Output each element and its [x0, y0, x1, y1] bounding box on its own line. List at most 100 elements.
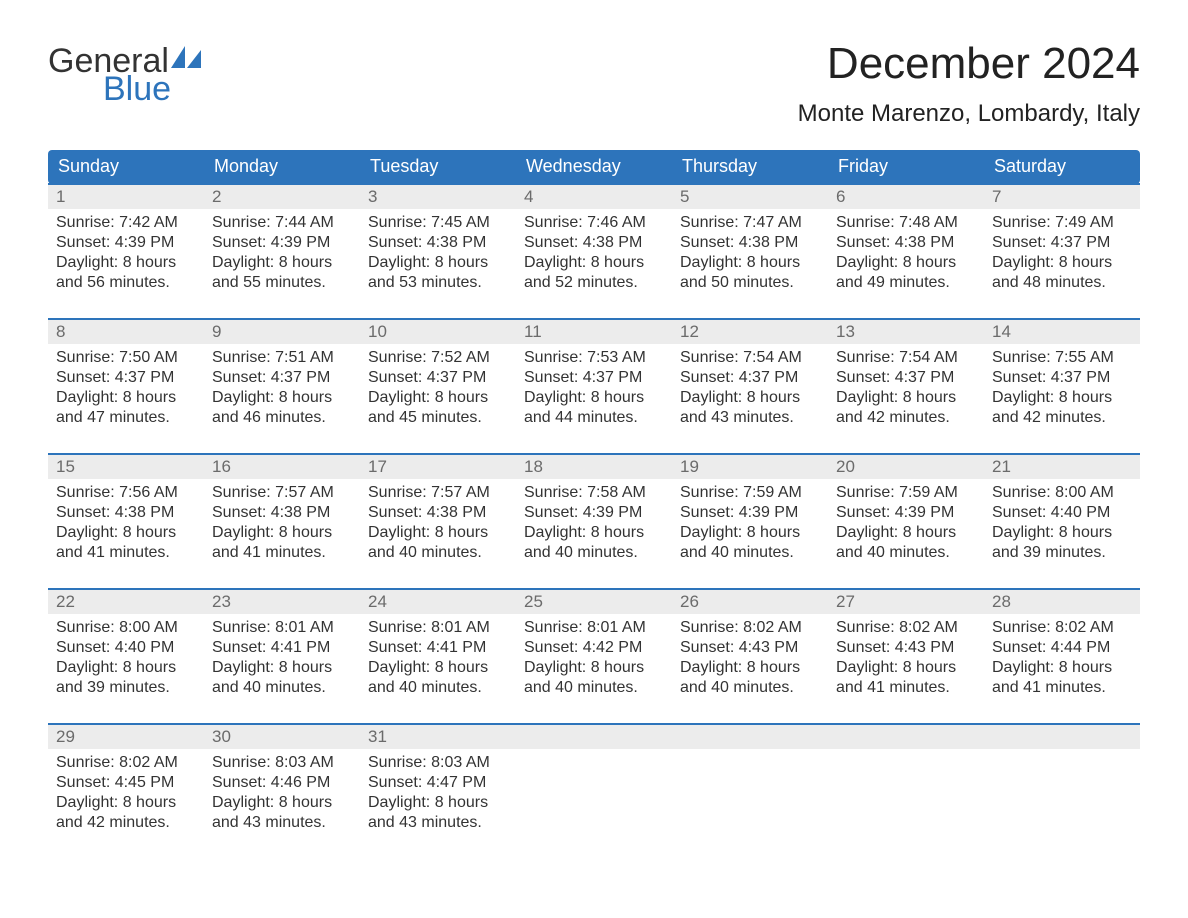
sunrise-prefix: Sunrise:	[56, 214, 119, 231]
daylight-line1: Daylight: 8 hours	[992, 253, 1132, 273]
sunset-value: 4:37 PM	[895, 369, 955, 386]
page-title: December 2024	[798, 40, 1140, 88]
sunset-prefix: Sunset:	[368, 639, 427, 656]
sunrise-value: 8:00 AM	[1055, 484, 1114, 501]
sunrise-line: Sunrise: 7:47 AM	[680, 213, 820, 233]
daylight-line2: and 42 minutes.	[992, 408, 1132, 428]
week-daynum-row: 22232425262728	[48, 589, 1140, 614]
day-number: 4	[516, 184, 672, 209]
daylight-line1: Daylight: 8 hours	[56, 793, 196, 813]
sunrise-line: Sunrise: 7:59 AM	[680, 483, 820, 503]
daylight-line1: Daylight: 8 hours	[680, 658, 820, 678]
sunrise-value: 8:01 AM	[275, 619, 334, 636]
sunset-line: Sunset: 4:44 PM	[992, 638, 1132, 658]
sunset-value: 4:37 PM	[739, 369, 799, 386]
sunrise-value: 8:01 AM	[587, 619, 646, 636]
logo: General Blue	[48, 40, 201, 106]
sunset-value: 4:40 PM	[1051, 504, 1111, 521]
sunrise-line: Sunrise: 8:00 AM	[992, 483, 1132, 503]
sunrise-prefix: Sunrise:	[836, 214, 899, 231]
day-details: Sunrise: 7:49 AMSunset: 4:37 PMDaylight:…	[984, 209, 1140, 297]
day-number: 14	[984, 319, 1140, 344]
day-number: 2	[204, 184, 360, 209]
empty-cell	[984, 724, 1140, 749]
day-number: 29	[48, 724, 204, 749]
sunrise-value: 7:50 AM	[119, 349, 178, 366]
sunrise-prefix: Sunrise:	[992, 619, 1055, 636]
daylight-line2: and 40 minutes.	[212, 678, 352, 698]
sunset-prefix: Sunset:	[836, 369, 895, 386]
sunset-value: 4:41 PM	[427, 639, 487, 656]
sunrise-prefix: Sunrise:	[680, 619, 743, 636]
day-details: Sunrise: 7:58 AMSunset: 4:39 PMDaylight:…	[516, 479, 672, 567]
daylight-line1: Daylight: 8 hours	[992, 388, 1132, 408]
sunrise-value: 7:54 AM	[743, 349, 802, 366]
day-details: Sunrise: 7:53 AMSunset: 4:37 PMDaylight:…	[516, 344, 672, 432]
sunrise-value: 8:02 AM	[743, 619, 802, 636]
daylight-line2: and 49 minutes.	[836, 273, 976, 293]
day-number: 30	[204, 724, 360, 749]
sunrise-line: Sunrise: 7:50 AM	[56, 348, 196, 368]
day-header: Sunday	[48, 150, 204, 184]
sunset-line: Sunset: 4:39 PM	[836, 503, 976, 523]
sunrise-line: Sunrise: 8:01 AM	[368, 618, 508, 638]
day-details: Sunrise: 8:02 AMSunset: 4:45 PMDaylight:…	[48, 749, 204, 837]
day-number: 10	[360, 319, 516, 344]
sunset-value: 4:37 PM	[1051, 369, 1111, 386]
sunrise-line: Sunrise: 8:00 AM	[56, 618, 196, 638]
daylight-line1: Daylight: 8 hours	[992, 658, 1132, 678]
daylight-line2: and 40 minutes.	[368, 543, 508, 563]
day-header: Tuesday	[360, 150, 516, 184]
sunrise-prefix: Sunrise:	[368, 349, 431, 366]
day-details: Sunrise: 7:45 AMSunset: 4:38 PMDaylight:…	[360, 209, 516, 297]
sunset-value: 4:37 PM	[427, 369, 487, 386]
sunrise-prefix: Sunrise:	[212, 619, 275, 636]
sunrise-value: 8:02 AM	[1055, 619, 1114, 636]
empty-cell	[516, 749, 672, 837]
sunset-line: Sunset: 4:38 PM	[368, 233, 508, 253]
sunset-prefix: Sunset:	[524, 234, 583, 251]
sunrise-value: 7:45 AM	[431, 214, 490, 231]
sunset-line: Sunset: 4:37 PM	[992, 368, 1132, 388]
day-details: Sunrise: 7:42 AMSunset: 4:39 PMDaylight:…	[48, 209, 204, 297]
header: General Blue December 2024 Monte Marenzo…	[48, 40, 1140, 142]
day-number: 25	[516, 589, 672, 614]
day-number: 9	[204, 319, 360, 344]
daylight-line1: Daylight: 8 hours	[836, 658, 976, 678]
daylight-line2: and 40 minutes.	[680, 678, 820, 698]
day-details: Sunrise: 8:02 AMSunset: 4:43 PMDaylight:…	[672, 614, 828, 702]
empty-cell	[984, 749, 1140, 837]
sunset-prefix: Sunset:	[368, 369, 427, 386]
day-number: 22	[48, 589, 204, 614]
sunrise-prefix: Sunrise:	[212, 349, 275, 366]
sunrise-prefix: Sunrise:	[524, 349, 587, 366]
sunset-line: Sunset: 4:42 PM	[524, 638, 664, 658]
sunset-value: 4:41 PM	[271, 639, 331, 656]
sunset-value: 4:38 PM	[895, 234, 955, 251]
sunset-line: Sunset: 4:39 PM	[56, 233, 196, 253]
daylight-line2: and 53 minutes.	[368, 273, 508, 293]
day-details: Sunrise: 7:59 AMSunset: 4:39 PMDaylight:…	[672, 479, 828, 567]
daylight-line1: Daylight: 8 hours	[56, 523, 196, 543]
daylight-line2: and 42 minutes.	[836, 408, 976, 428]
sunrise-prefix: Sunrise:	[56, 619, 119, 636]
sunset-line: Sunset: 4:38 PM	[212, 503, 352, 523]
daylight-line1: Daylight: 8 hours	[212, 523, 352, 543]
week-details-row: Sunrise: 8:00 AMSunset: 4:40 PMDaylight:…	[48, 614, 1140, 702]
logo-word2: Blue	[103, 72, 201, 106]
sunrise-value: 7:56 AM	[119, 484, 178, 501]
daylight-line2: and 39 minutes.	[56, 678, 196, 698]
day-details: Sunrise: 8:02 AM Sunset: 4:44 PMDaylight:…	[984, 614, 1140, 702]
day-details: Sunrise: 8:03 AMSunset: 4:47 PMDaylight:…	[360, 749, 516, 837]
sunset-line: Sunset: 4:45 PM	[56, 773, 196, 793]
sunset-value: 4:38 PM	[271, 504, 331, 521]
calendar-head: Sunday Monday Tuesday Wednesday Thursday…	[48, 150, 1140, 184]
daylight-line2: and 40 minutes.	[368, 678, 508, 698]
sunrise-value: 8:01 AM	[431, 619, 490, 636]
sail-icon	[171, 40, 201, 74]
day-number: 1	[48, 184, 204, 209]
daylight-line1: Daylight: 8 hours	[368, 523, 508, 543]
sunset-prefix: Sunset:	[368, 234, 427, 251]
sunset-value: 4:37 PM	[583, 369, 643, 386]
daylight-line2: and 44 minutes.	[524, 408, 664, 428]
